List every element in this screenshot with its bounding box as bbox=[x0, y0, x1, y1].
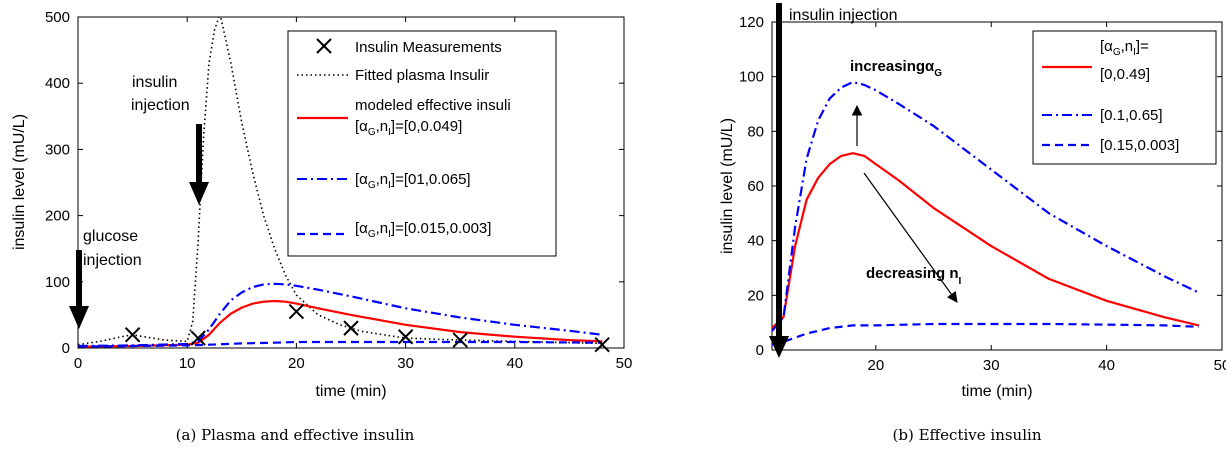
chart-a-y-tick-label: 200 bbox=[45, 208, 70, 225]
chart-b-x-tick-label: 50 bbox=[1214, 357, 1226, 374]
chart-a-insulin-annotation-line1: insulin bbox=[132, 74, 177, 91]
chart-b-x-axis-label: time (min) bbox=[961, 383, 1032, 400]
chart-a-x-tick-label: 50 bbox=[616, 355, 633, 372]
chart-a-y-axis-label: insulin level (mU/L) bbox=[11, 114, 28, 250]
chart-b-y-tick-label: 100 bbox=[739, 69, 764, 86]
chart-b-legend-label-dashed: [0.15,0.003] bbox=[1100, 137, 1179, 154]
chart-b-x-tick-label: 30 bbox=[983, 357, 1000, 374]
chart-b-decreasing-annotation: decreasing nI bbox=[866, 265, 962, 287]
chart-a-caption: (a) Plasma and effective insulin bbox=[176, 426, 415, 444]
chart-b-insulin-injection-label: insulin injection bbox=[789, 7, 898, 24]
chart-b-legend-label-solid-line1: [αG,nI]= bbox=[1100, 38, 1149, 58]
chart-a-y-tick-label: 500 bbox=[45, 9, 70, 26]
chart-b-legend-label-solid-line2: [0,0.49] bbox=[1100, 66, 1150, 83]
chart-b-y-tick-label: 20 bbox=[747, 287, 764, 304]
chart-a-legend-label-measurements: Insulin Measurements bbox=[355, 39, 502, 56]
chart-b-y-tick-label: 40 bbox=[747, 233, 764, 250]
chart-a-marker-point bbox=[190, 330, 206, 346]
chart-a-marker-point bbox=[594, 336, 610, 353]
chart-a-x-tick-label: 10 bbox=[179, 355, 196, 372]
chart-a-glucose-annotation-line2: injection bbox=[83, 252, 142, 269]
chart-a-x-tick-label: 20 bbox=[288, 355, 305, 372]
chart-a-x-tick-label: 30 bbox=[397, 355, 414, 372]
chart-a-markers bbox=[124, 303, 610, 353]
chart-a-x-tick-label: 0 bbox=[74, 355, 82, 372]
chart-a-insulin-injection-arrow bbox=[189, 124, 209, 205]
chart-a-glucose-injection-arrow bbox=[69, 250, 89, 329]
chart-a-marker-point bbox=[452, 332, 468, 348]
chart-b-y-tick-label: 80 bbox=[747, 123, 764, 140]
chart-a-marker-point bbox=[343, 320, 359, 336]
chart-b-y-axis-label: insulin level (mU/L) bbox=[719, 118, 736, 254]
chart-a-legend-label-fitted: Fitted plasma Insulir bbox=[355, 67, 489, 84]
chart-a-glucose-annotation-line1: glucose bbox=[83, 228, 138, 245]
chart-a-series-line-1 bbox=[78, 17, 603, 346]
chart-b-series-line-1 bbox=[772, 80, 1200, 332]
chart-b-series-line-0 bbox=[772, 152, 1200, 329]
chart-b-x-tick-label: 40 bbox=[1098, 357, 1115, 374]
chart-b-insulin-injection-arrow bbox=[769, 3, 789, 358]
chart-a-series-line-2 bbox=[78, 299, 603, 348]
chart-a-legend-swatch-measurements bbox=[316, 38, 332, 54]
chart-b-y-tick-label: 60 bbox=[747, 178, 764, 195]
chart-a-x-axis-label: time (min) bbox=[315, 383, 386, 400]
chart-b-x-tick-label: 20 bbox=[868, 357, 885, 374]
chart-a-legend-label-dashdot: [αG,nI]=[01,0.065] bbox=[355, 171, 471, 191]
chart-a-marker-point bbox=[288, 303, 305, 320]
chart-a-y-tick-label: 300 bbox=[45, 141, 70, 158]
chart-b-y-tick-label: 0 bbox=[756, 342, 764, 359]
chart-b-series bbox=[772, 80, 1200, 346]
chart-b-series-line-2 bbox=[772, 322, 1199, 346]
chart-a-legend-label-modeled-params: [αG,nI]=[0,0.049] bbox=[355, 118, 462, 138]
chart-a-legend: Insulin Measurements Fitted plasma Insul… bbox=[287, 30, 557, 257]
chart-a-y-tick-label: 100 bbox=[45, 274, 70, 291]
chart-a-y-tick-label: 400 bbox=[45, 75, 70, 92]
chart-b-increasing-annotation: increasingαG bbox=[850, 58, 942, 79]
chart-b-decreasing-arrow bbox=[863, 172, 958, 303]
chart-b-caption: (b) Effective insulin bbox=[893, 426, 1042, 444]
chart-a-marker-point bbox=[397, 329, 414, 345]
chart-b: 20 30 40 50 0 20 40 60 80 100 120 insulin injectio… bbox=[719, 3, 1226, 444]
chart-a-legend-label-modeled: modeled effective insuli bbox=[355, 97, 511, 114]
chart-a-series-line-4 bbox=[78, 340, 603, 348]
chart-a-insulin-annotation-line2: injection bbox=[131, 97, 190, 114]
chart-a-marker-point bbox=[124, 327, 141, 343]
chart-a-y-tick-label: 0 bbox=[62, 340, 70, 357]
chart-b-y-tick-label: 120 bbox=[739, 14, 764, 31]
chart-b-legend: [αG,nI]= [0,0.49] [0.1,0.65] [0.15,0.003… bbox=[1032, 30, 1217, 165]
chart-a-x-tick-label: 40 bbox=[506, 355, 523, 372]
chart-a-legend-label-dashed: [αG,nI]=[0.015,0.003] bbox=[355, 220, 491, 240]
chart-b-legend-label-dashdot: [0.1,0.65] bbox=[1100, 107, 1163, 124]
